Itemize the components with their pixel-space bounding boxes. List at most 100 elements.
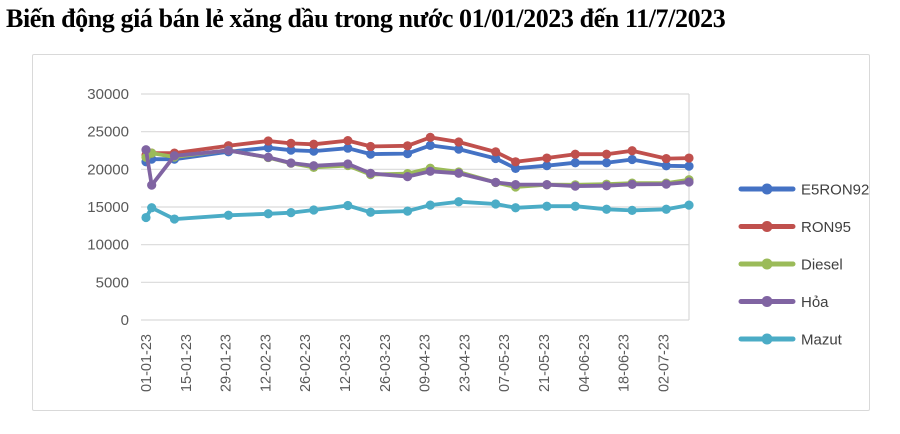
series-marker (263, 152, 273, 162)
series-marker (601, 158, 612, 168)
series-marker (684, 177, 694, 187)
series-marker (684, 161, 694, 171)
legend-label: Diesel (801, 257, 843, 274)
series-marker (263, 136, 273, 146)
series-marker (169, 151, 180, 161)
series-marker (542, 180, 552, 190)
series-marker (661, 153, 671, 164)
legend-swatch-marker (761, 296, 773, 307)
y-tick-label: 10000 (87, 237, 129, 254)
legend-swatch-marker (761, 333, 773, 345)
series-marker (601, 181, 612, 191)
price-line-chart: 0 5000 10000 15000 20000 25000 30000 01-01-23 15… (87, 86, 869, 392)
legend-swatch-marker (761, 258, 773, 270)
x-tick-label: 02-07-23 (656, 334, 672, 392)
series-marker (684, 200, 694, 210)
series-marker (365, 141, 376, 152)
series-marker (147, 203, 157, 213)
series-Mazut (141, 197, 694, 224)
series-marker (223, 210, 234, 220)
x-tick-label: 26-02-23 (298, 334, 314, 392)
series-marker (309, 139, 319, 149)
series-marker (309, 161, 319, 171)
x-tick-label: 29-01-23 (219, 334, 235, 392)
series-marker (343, 200, 353, 211)
legend-label: Mazut (801, 332, 843, 349)
series-marker (343, 135, 353, 146)
series-marker (570, 201, 580, 211)
x-tick-label: 18-06-23 (617, 334, 633, 392)
series-marker (510, 163, 521, 173)
series-marker (491, 199, 501, 209)
series-marker (286, 158, 296, 168)
series-marker (365, 168, 376, 178)
series-marker (510, 157, 521, 167)
legend-item-Mazut: Mazut (738, 332, 843, 349)
series-marker (542, 153, 552, 163)
series-marker (627, 154, 637, 165)
x-tick-label: 07-05-23 (497, 334, 513, 392)
y-tick-label: 20000 (87, 161, 129, 178)
series-marker (627, 205, 637, 215)
series-marker (454, 168, 464, 178)
series-marker (309, 146, 319, 156)
legend-item-Hỏa: Hỏa (738, 294, 829, 311)
legend-label: E5RON92 (801, 182, 869, 199)
x-tick-label: 12-02-23 (258, 334, 274, 392)
series-marker (141, 212, 151, 223)
series-marker (141, 145, 151, 155)
x-tick-label: 26-03-23 (378, 334, 394, 392)
x-tick-label: 15-01-23 (179, 334, 195, 392)
x-tick-label: 04-06-23 (577, 334, 593, 392)
x-tick-label: 23-04-23 (457, 334, 473, 392)
series-marker (365, 149, 376, 159)
series-marker (542, 201, 552, 211)
legend-item-E5RON92: E5RON92 (738, 182, 869, 199)
series-line (144, 199, 691, 222)
legend-label: RON95 (801, 219, 851, 236)
series-marker (286, 145, 296, 155)
series-marker (661, 204, 671, 214)
series-marker (402, 141, 413, 151)
series-line (144, 135, 691, 164)
y-tick-label: 5000 (96, 274, 129, 291)
series-marker (454, 197, 464, 207)
series-marker (684, 153, 694, 163)
legend-swatch-marker (761, 183, 773, 195)
x-tick-label: 12-03-23 (338, 334, 354, 392)
series-marker (365, 207, 376, 217)
series-marker (627, 179, 637, 189)
series-marker (286, 208, 296, 218)
y-tick-label: 25000 (87, 124, 129, 141)
series-marker (402, 206, 413, 216)
series-marker (454, 137, 464, 147)
series-marker (570, 181, 580, 191)
series-marker (601, 204, 612, 214)
series-marker (570, 158, 580, 168)
legend-label: Hỏa (801, 294, 829, 311)
y-tick-label: 0 (121, 312, 129, 329)
series-marker (661, 179, 671, 189)
series-Hỏa (141, 145, 694, 191)
series-marker (425, 132, 435, 142)
legend-item-RON95: RON95 (738, 219, 851, 236)
series-marker (402, 171, 413, 182)
series-marker (425, 166, 435, 176)
chart-area: 0 5000 10000 15000 20000 25000 30000 01-01-23 15… (32, 54, 870, 411)
x-tick-label: 09-04-23 (418, 334, 434, 392)
series-marker (491, 153, 501, 164)
series-marker (627, 146, 637, 156)
series-marker (147, 180, 157, 190)
series-marker (491, 177, 501, 188)
series-marker (510, 203, 521, 213)
series-marker (570, 149, 580, 159)
series-marker (402, 149, 413, 159)
series-line (144, 147, 691, 189)
x-tick-label: 01-01-23 (139, 334, 155, 392)
series-marker (343, 143, 353, 153)
series-marker (223, 145, 234, 156)
series-marker (263, 143, 273, 153)
chart-title: Biến động giá bán lẻ xăng dầu trong nước… (6, 4, 726, 33)
series-marker (425, 200, 435, 210)
